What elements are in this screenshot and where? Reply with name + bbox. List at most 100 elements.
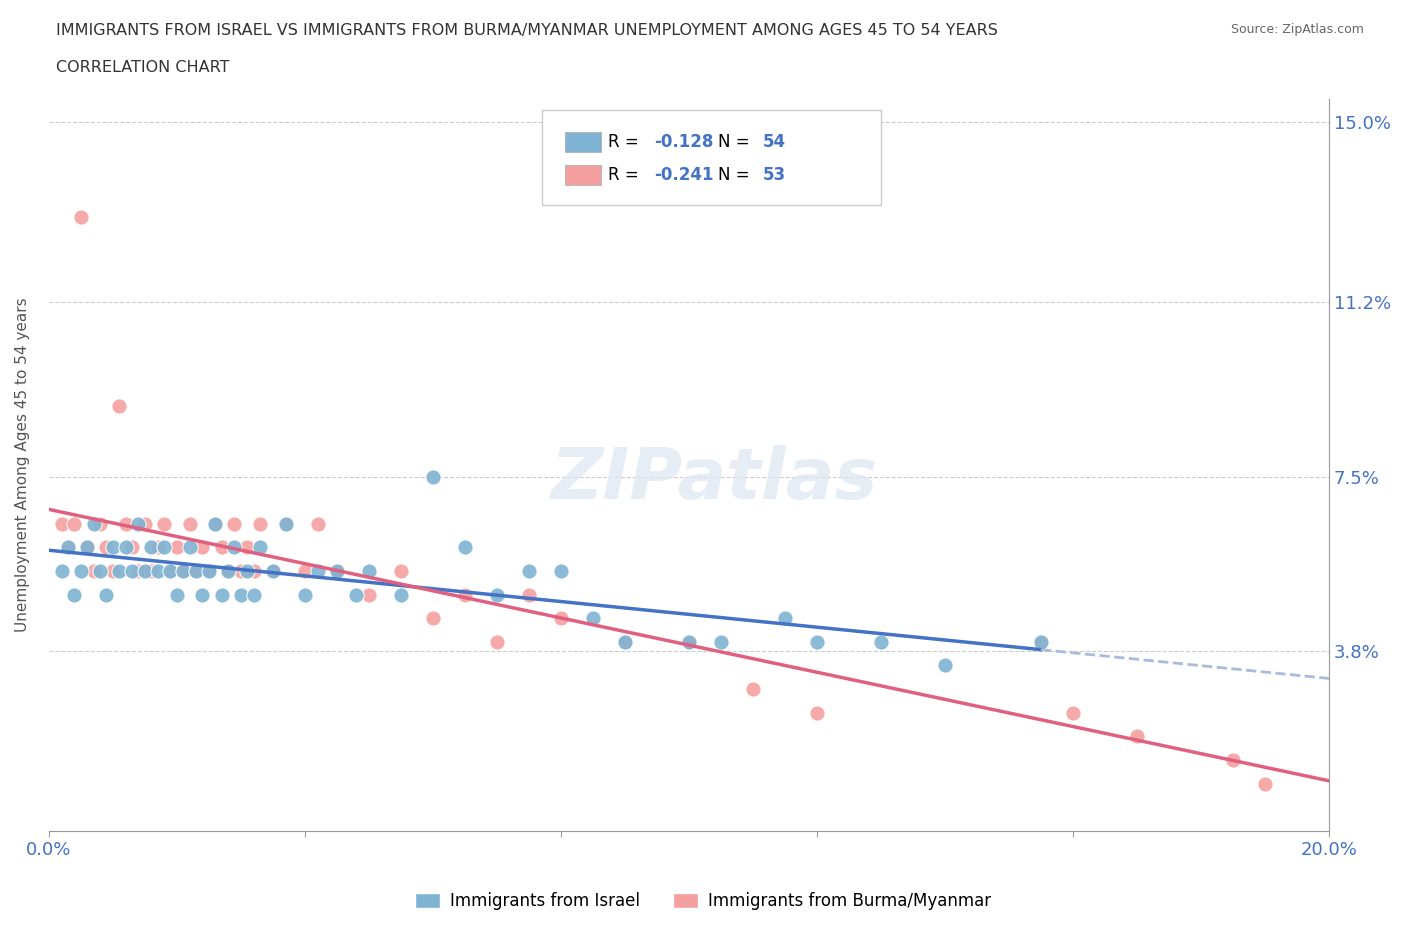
Point: [870, 634, 893, 649]
Point: [422, 469, 444, 484]
Point: [204, 516, 226, 531]
Point: [326, 564, 349, 578]
Point: [172, 564, 194, 578]
Point: [613, 634, 636, 649]
Point: [217, 564, 239, 578]
FancyBboxPatch shape: [541, 110, 882, 205]
Text: -0.241: -0.241: [654, 166, 714, 184]
Text: -0.128: -0.128: [654, 133, 714, 151]
Point: [806, 634, 828, 649]
Point: [1062, 705, 1084, 720]
FancyBboxPatch shape: [565, 132, 600, 153]
Point: [89, 516, 111, 531]
Point: [101, 540, 124, 555]
Point: [63, 516, 86, 531]
Point: [294, 587, 316, 602]
Point: [184, 564, 207, 578]
Point: [166, 587, 188, 602]
Point: [134, 516, 156, 531]
Y-axis label: Unemployment Among Ages 45 to 54 years: Unemployment Among Ages 45 to 54 years: [15, 298, 30, 632]
Text: N =: N =: [718, 133, 755, 151]
Point: [934, 658, 956, 673]
Point: [389, 564, 412, 578]
Point: [141, 564, 163, 578]
Point: [83, 516, 105, 531]
Point: [51, 516, 73, 531]
Point: [191, 587, 214, 602]
Point: [197, 564, 219, 578]
Point: [89, 564, 111, 578]
Point: [229, 587, 252, 602]
Point: [191, 540, 214, 555]
Point: [108, 398, 131, 413]
Point: [146, 540, 169, 555]
Point: [517, 564, 540, 578]
Point: [69, 209, 91, 224]
Text: 54: 54: [763, 133, 786, 151]
Point: [184, 564, 207, 578]
Point: [166, 540, 188, 555]
Text: Source: ZipAtlas.com: Source: ZipAtlas.com: [1230, 23, 1364, 36]
Point: [454, 540, 477, 555]
Point: [242, 587, 264, 602]
Point: [357, 564, 380, 578]
Point: [249, 540, 271, 555]
Point: [114, 540, 136, 555]
Point: [179, 540, 201, 555]
Point: [422, 611, 444, 626]
Point: [517, 587, 540, 602]
Point: [172, 564, 194, 578]
Point: [1222, 752, 1244, 767]
Point: [101, 564, 124, 578]
Point: [274, 516, 297, 531]
Point: [806, 705, 828, 720]
Point: [485, 587, 508, 602]
Point: [69, 564, 91, 578]
Point: [229, 564, 252, 578]
Text: N =: N =: [718, 166, 755, 184]
Text: R =: R =: [609, 166, 644, 184]
Point: [51, 564, 73, 578]
Point: [211, 587, 233, 602]
Point: [678, 634, 700, 649]
Point: [1029, 634, 1052, 649]
Point: [179, 516, 201, 531]
Point: [141, 540, 163, 555]
Point: [262, 564, 284, 578]
Point: [76, 540, 98, 555]
Point: [159, 564, 181, 578]
Point: [326, 564, 349, 578]
Point: [550, 564, 572, 578]
Point: [127, 516, 149, 531]
Point: [1126, 729, 1149, 744]
Point: [307, 516, 329, 531]
Text: R =: R =: [609, 133, 644, 151]
Point: [454, 587, 477, 602]
Point: [96, 587, 118, 602]
Point: [236, 540, 259, 555]
Point: [1254, 777, 1277, 791]
Text: ZIPatlas: ZIPatlas: [551, 445, 879, 514]
Point: [114, 516, 136, 531]
Point: [134, 564, 156, 578]
Point: [197, 564, 219, 578]
Point: [613, 634, 636, 649]
Point: [485, 634, 508, 649]
Point: [224, 516, 246, 531]
Point: [204, 516, 226, 531]
Point: [294, 564, 316, 578]
Point: [710, 634, 733, 649]
Point: [262, 564, 284, 578]
Point: [96, 540, 118, 555]
Point: [307, 564, 329, 578]
Point: [159, 564, 181, 578]
Point: [76, 540, 98, 555]
Point: [389, 587, 412, 602]
Text: 53: 53: [763, 166, 786, 184]
Point: [344, 587, 367, 602]
FancyBboxPatch shape: [565, 165, 600, 185]
Point: [249, 516, 271, 531]
Legend: Immigrants from Israel, Immigrants from Burma/Myanmar: Immigrants from Israel, Immigrants from …: [408, 885, 998, 917]
Point: [274, 516, 297, 531]
Point: [224, 540, 246, 555]
